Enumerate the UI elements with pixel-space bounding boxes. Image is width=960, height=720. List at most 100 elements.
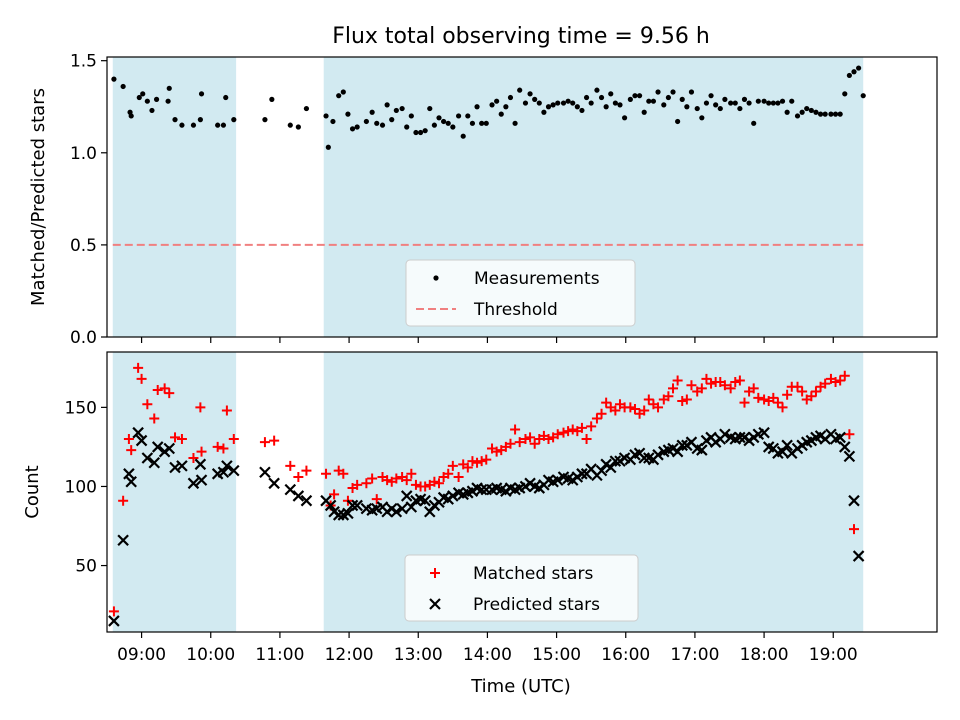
predicted-star-point	[843, 450, 856, 463]
measurement-point	[574, 104, 580, 110]
top-series-measurements	[111, 65, 866, 150]
predicted-star-point	[447, 490, 459, 502]
measurement-point	[594, 87, 600, 93]
measurement-point	[737, 105, 743, 112]
matched-star-point	[563, 426, 574, 437]
measurement-point	[354, 124, 360, 130]
measurement-point	[837, 111, 843, 117]
measurement-point	[363, 118, 369, 125]
measurement-point	[536, 100, 542, 106]
predicted-star-point	[576, 468, 588, 480]
matched-star-point	[672, 375, 683, 386]
matched-star-point	[481, 454, 492, 465]
measurement-point	[784, 109, 790, 115]
measurement-point	[120, 83, 126, 90]
predicted-star-point	[405, 501, 418, 513]
measurement-point	[269, 96, 275, 102]
matched-star-point	[653, 402, 664, 413]
measurement-point	[860, 93, 866, 99]
measurement-point	[349, 126, 356, 132]
matched-star-point	[792, 381, 803, 392]
matched-star-point	[467, 456, 478, 467]
measurement-point	[166, 85, 172, 91]
measurement-point	[215, 122, 221, 128]
measurement-point	[661, 102, 667, 108]
predicted-star-point	[351, 499, 363, 512]
matched-star-point	[152, 384, 163, 395]
measurement-point	[779, 98, 786, 104]
measurement-point	[374, 120, 380, 126]
xtick-label: 11:00	[255, 645, 304, 665]
matched-star-point	[352, 479, 363, 490]
matched-star-point	[476, 456, 487, 467]
measurement-point	[741, 96, 748, 102]
predicted-star-point	[776, 445, 789, 458]
matched-star-point	[591, 413, 602, 424]
predicted-star-point	[424, 505, 436, 518]
measurement-point	[851, 69, 857, 75]
predicted-star-point	[758, 426, 770, 439]
measurement-point	[856, 65, 862, 71]
xtick-label: 19:00	[809, 645, 858, 665]
xtick-label: 16:00	[601, 645, 650, 665]
measurement-point	[832, 111, 839, 117]
matched-star-point	[434, 478, 444, 489]
predicted-star-point	[834, 431, 846, 444]
measurement-point	[336, 93, 342, 99]
top-ytick-label: 0.5	[70, 236, 97, 256]
predicted-star-point	[475, 483, 488, 496]
predicted-star-point	[217, 466, 230, 479]
measurement-point	[479, 120, 485, 126]
matched-star-point	[159, 383, 170, 394]
predicted-star-point	[125, 475, 137, 488]
predicted-star-point	[163, 442, 176, 455]
predicted-star-point	[228, 464, 240, 477]
matched-star-point	[108, 606, 119, 617]
matched-star-point	[610, 405, 621, 416]
matched-star-point	[782, 389, 793, 400]
legend-label: Matched stars	[473, 564, 593, 584]
matched-star-point	[739, 397, 750, 408]
matched-star-point	[810, 386, 821, 397]
matched-star-point	[696, 383, 707, 394]
measurement-point	[588, 100, 594, 106]
xtick-label: 14:00	[463, 645, 512, 665]
measurement-point	[813, 109, 819, 115]
predicted-star-point	[696, 444, 708, 456]
predicted-star-point	[400, 490, 413, 502]
measurement-point	[450, 124, 456, 130]
matched-star-point	[443, 468, 454, 479]
measurement-point	[223, 94, 229, 101]
predicted-star-point	[781, 439, 793, 452]
measurement-point	[136, 94, 142, 101]
top-ytick-label: 1.5	[70, 52, 97, 72]
matched-star-point	[839, 370, 850, 381]
xtick-label: 15:00	[532, 645, 581, 665]
matched-star-point	[196, 446, 207, 457]
measurement-point	[555, 100, 561, 106]
measurement-point	[220, 122, 227, 128]
measurement-point	[417, 129, 424, 136]
matched-star-point	[629, 403, 640, 414]
measurement-point	[817, 111, 824, 117]
measurement-point	[404, 124, 410, 130]
matched-star-point	[706, 378, 717, 389]
matched-star-point	[164, 388, 175, 399]
matched-star-point	[371, 494, 382, 505]
matched-star-point	[293, 471, 304, 482]
matched-star-point	[142, 399, 153, 410]
predicted-star-point	[342, 507, 354, 520]
predicted-star-point	[734, 431, 746, 444]
measurement-point	[761, 98, 767, 104]
bottom-ytick-label: 50	[75, 557, 97, 577]
bottom-ytick-label: 100	[65, 477, 97, 497]
measurement-point	[460, 133, 466, 139]
predicted-star-point	[390, 505, 403, 518]
matched-star-point	[453, 471, 464, 482]
matched-star-point	[725, 383, 736, 394]
matched-star-point	[820, 378, 831, 389]
matched-star-point	[514, 437, 525, 448]
measurement-point	[179, 122, 185, 128]
predicted-star-point	[676, 439, 689, 452]
xtick-label: 18:00	[740, 645, 789, 665]
